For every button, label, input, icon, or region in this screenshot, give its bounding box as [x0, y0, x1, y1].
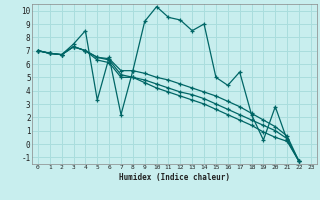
X-axis label: Humidex (Indice chaleur): Humidex (Indice chaleur): [119, 173, 230, 182]
